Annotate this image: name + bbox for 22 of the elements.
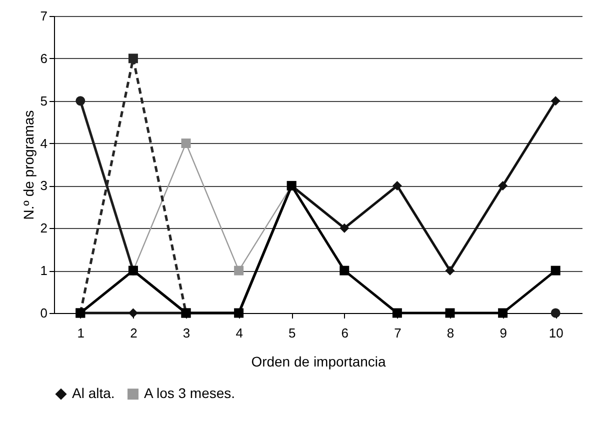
y-tick-label: 3 bbox=[40, 178, 48, 194]
x-tick-label: 5 bbox=[288, 326, 296, 340]
y-tick-label: 5 bbox=[40, 93, 48, 108]
x-tick-label: 8 bbox=[446, 326, 454, 340]
y-tick-label: 0 bbox=[40, 306, 48, 320]
x-axis-title: Orden de importancia bbox=[251, 354, 386, 370]
x-tick-label: 10 bbox=[548, 326, 564, 340]
x-tick-label: 6 bbox=[341, 326, 349, 340]
y-tick-label: 6 bbox=[40, 50, 48, 66]
x-tick-label: 3 bbox=[182, 326, 190, 340]
x-tick-label: 2 bbox=[130, 326, 138, 340]
y-tick-label: 2 bbox=[40, 220, 48, 236]
y-axis-title: N.º de programas bbox=[20, 110, 36, 220]
legend-label: A los 3 meses. bbox=[144, 385, 236, 402]
legend-label: Al alta. bbox=[72, 385, 115, 402]
x-tick-label: 4 bbox=[236, 326, 243, 340]
x-tick-label: 9 bbox=[500, 326, 507, 340]
y-tick-label: 1 bbox=[40, 263, 48, 278]
x-tick-label: 1 bbox=[77, 326, 85, 340]
y-tick-label: 4 bbox=[40, 136, 48, 151]
x-tick-label: 7 bbox=[394, 326, 402, 340]
y-tick-label: 7 bbox=[40, 8, 48, 24]
